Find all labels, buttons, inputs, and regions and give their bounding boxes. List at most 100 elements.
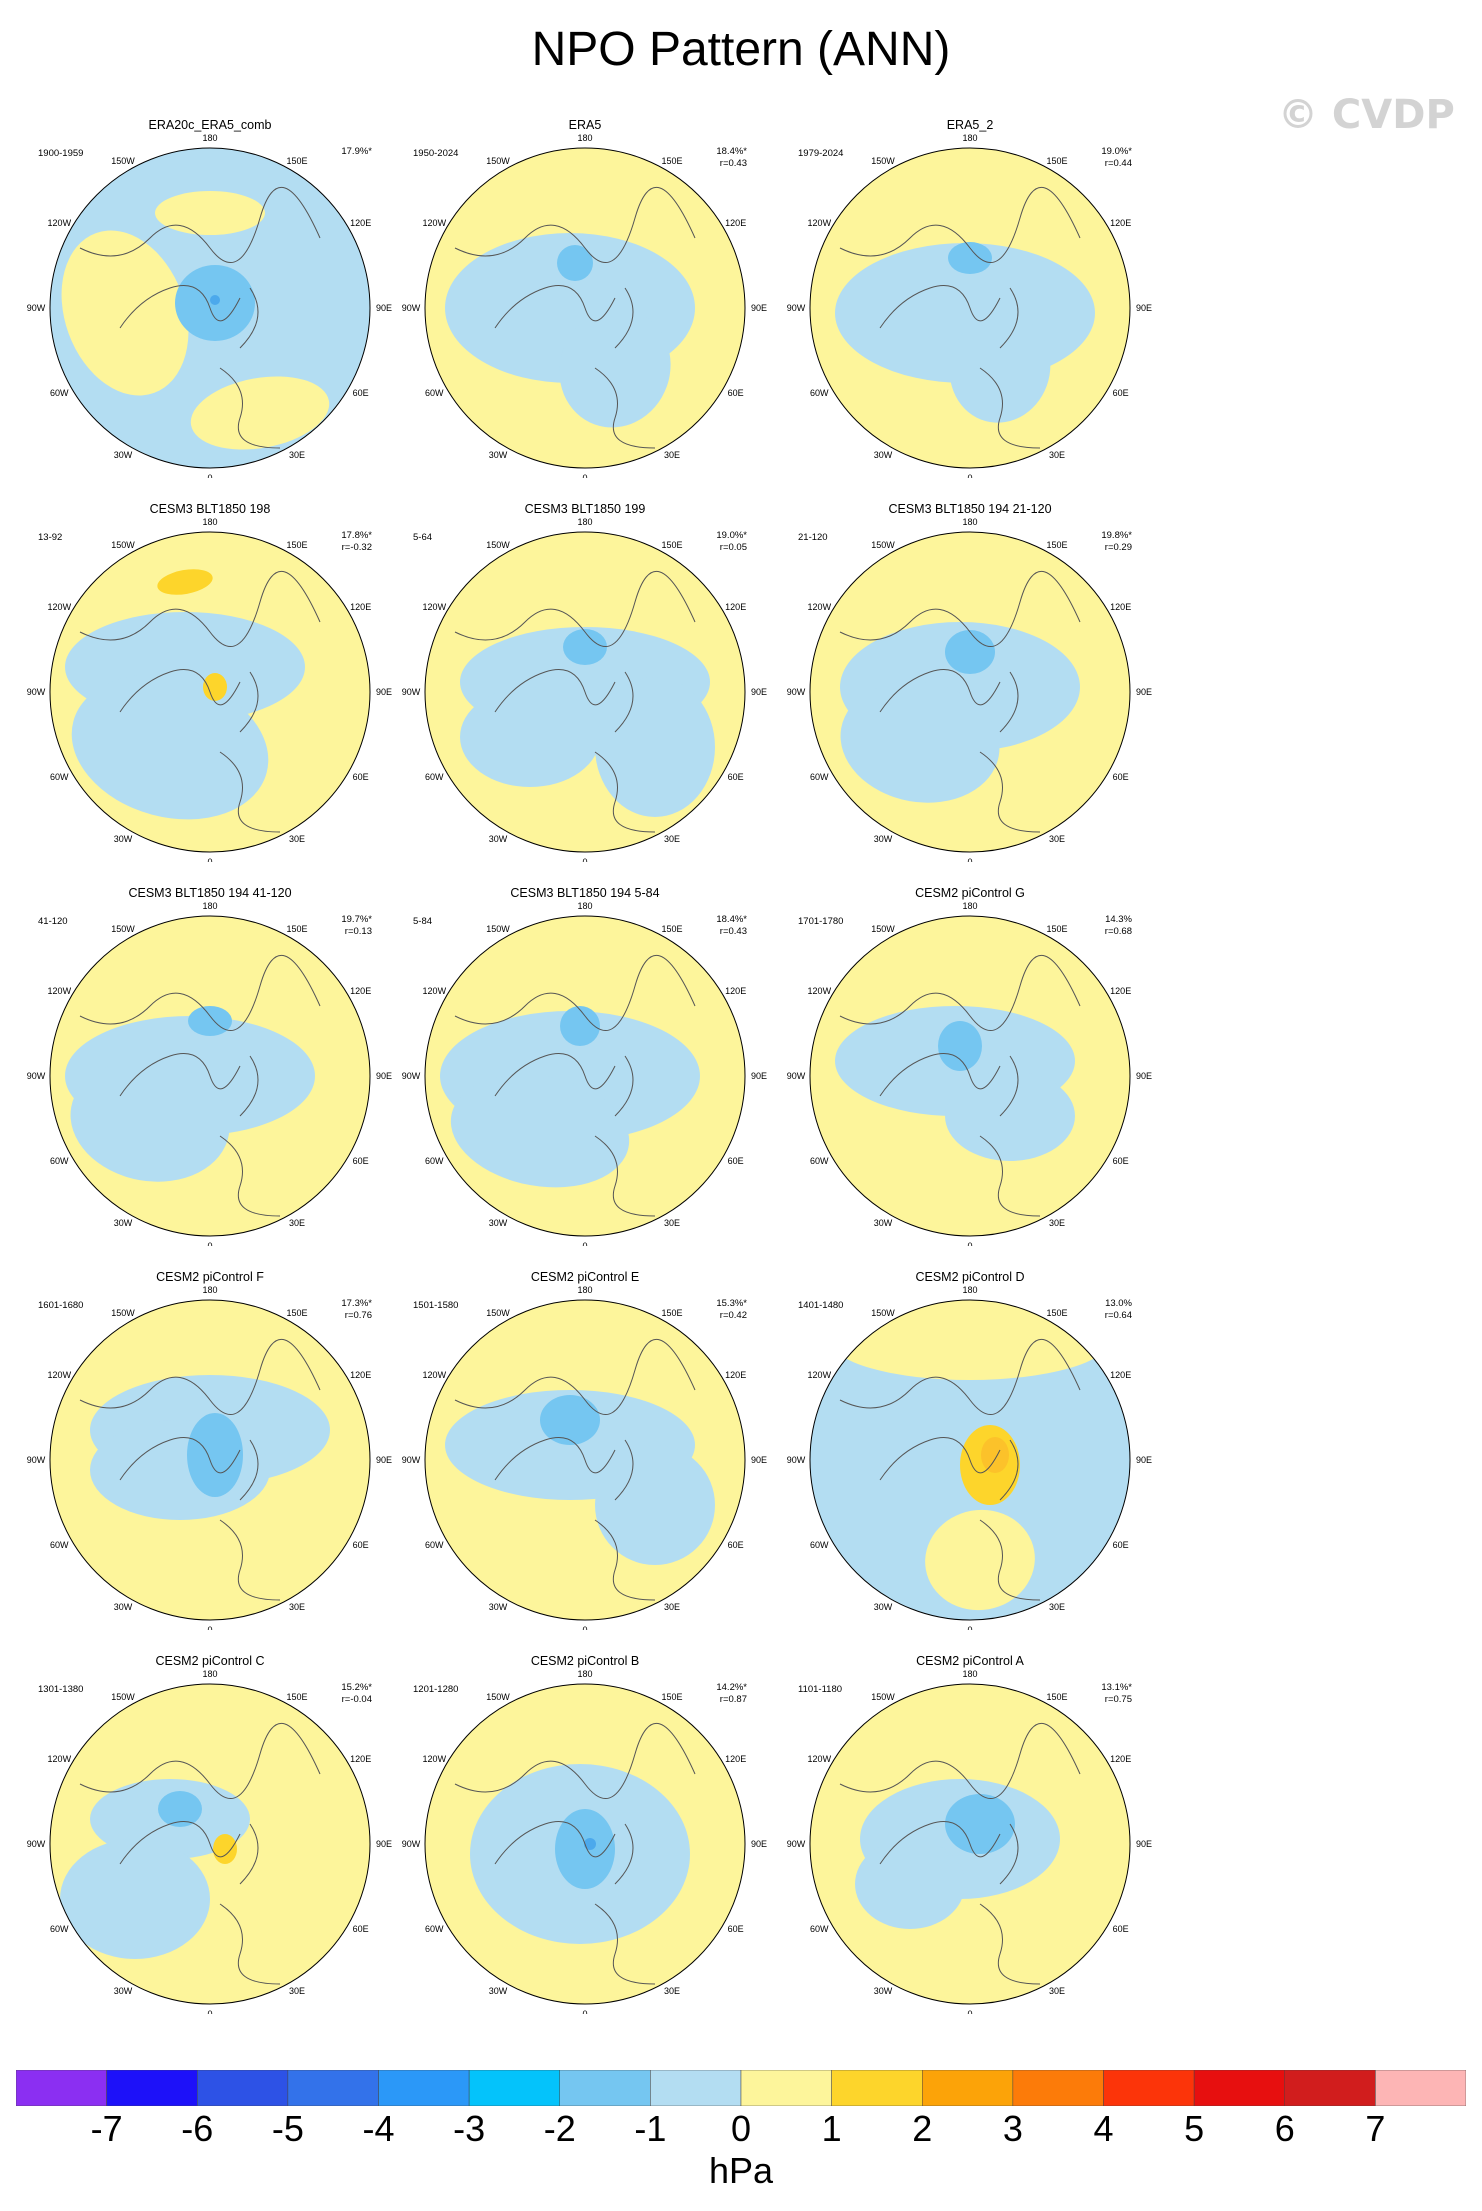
longitude-label: 0 (967, 857, 972, 862)
colorbar-units: hPa (0, 2150, 1482, 2192)
longitude-label: 150E (286, 1308, 307, 1318)
longitude-label: 150E (1046, 1692, 1067, 1702)
polar-map: 180150E120E90E60E30E030W60W90W120W150W (770, 502, 1170, 862)
longitude-label: 30E (289, 1986, 305, 1996)
longitude-label: 150E (661, 156, 682, 166)
longitude-label: 30W (489, 1986, 508, 1996)
longitude-label: 90E (1136, 1839, 1152, 1849)
longitude-label: 150E (286, 540, 307, 550)
longitude-label: 120E (725, 986, 746, 996)
longitude-label: 0 (582, 857, 587, 862)
colorbar-tick-label: -6 (157, 2108, 237, 2150)
polar-map: 180150E120E90E60E30E030W60W90W120W150W (770, 118, 1170, 478)
longitude-label: 30W (874, 450, 893, 460)
longitude-label: 30E (664, 1218, 680, 1228)
longitude-label: 120W (423, 1370, 447, 1380)
longitude-label: 150E (286, 1692, 307, 1702)
longitude-label: 150W (486, 924, 510, 934)
longitude-label: 90W (27, 1071, 46, 1081)
longitude-label: 120E (350, 986, 371, 996)
anomaly-contour (557, 245, 593, 281)
polar-map: 180150E120E90E60E30E030W60W90W120W150W (10, 118, 410, 478)
cvdp-watermark: © CVDP (1278, 92, 1455, 138)
longitude-label: 120E (1110, 986, 1131, 996)
longitude-label: 60W (810, 388, 829, 398)
polar-map: 180150E120E90E60E30E030W60W90W120W150W (10, 1270, 410, 1630)
longitude-label: 120W (48, 602, 72, 612)
longitude-label: 0 (582, 2009, 587, 2014)
polar-map: 180150E120E90E60E30E030W60W90W120W150W (770, 1270, 1170, 1630)
polar-map: 180150E120E90E60E30E030W60W90W120W150W (385, 1654, 785, 2014)
anomaly-contour (540, 1395, 600, 1445)
longitude-label: 90W (402, 1839, 421, 1849)
map-panel: CESM2 piControl G1701-178014.3%r=0.68180… (770, 886, 1170, 1246)
longitude-label: 150E (286, 156, 307, 166)
colorbar-tick-label: 7 (1335, 2108, 1415, 2150)
anomaly-contour (981, 1437, 1009, 1473)
longitude-label: 0 (582, 1625, 587, 1630)
longitude-label: 30W (114, 1602, 133, 1612)
longitude-label: 60W (425, 388, 444, 398)
colorbar-tick-label: 5 (1154, 2108, 1234, 2150)
longitude-label: 90E (1136, 1455, 1152, 1465)
map-panel: CESM3 BLT1850 19813-9217.8%*r=-0.3218015… (10, 502, 410, 862)
longitude-label: 30E (1049, 834, 1065, 844)
longitude-label: 60E (728, 1156, 744, 1166)
map-panel: CESM2 piControl B1201-128014.2%*r=0.8718… (385, 1654, 785, 2014)
map-panel: ERA5_21979-202419.0%*r=0.44180150E120E90… (770, 118, 1170, 478)
longitude-label: 60E (1113, 1156, 1129, 1166)
polar-map: 180150E120E90E60E30E030W60W90W120W150W (385, 886, 785, 1246)
colorbar-swatch (16, 2070, 107, 2106)
longitude-label: 150W (871, 1692, 895, 1702)
longitude-label: 90E (751, 1071, 767, 1081)
longitude-label: 120E (1110, 218, 1131, 228)
longitude-label: 180 (962, 901, 977, 911)
longitude-label: 180 (577, 517, 592, 527)
longitude-label: 120E (350, 218, 371, 228)
colorbar-swatch (832, 2070, 923, 2106)
longitude-label: 90E (751, 1455, 767, 1465)
longitude-label: 60W (425, 1924, 444, 1934)
longitude-label: 120E (350, 1754, 371, 1764)
colorbar-swatch (1013, 2070, 1104, 2106)
colorbar-tick-label: -1 (610, 2108, 690, 2150)
longitude-label: 150W (486, 156, 510, 166)
longitude-label: 90W (787, 687, 806, 697)
longitude-label: 60W (810, 1156, 829, 1166)
colorbar-tick-label: 3 (973, 2108, 1053, 2150)
longitude-label: 30E (1049, 1602, 1065, 1612)
longitude-label: 120W (48, 1370, 72, 1380)
longitude-label: 90W (402, 687, 421, 697)
longitude-label: 30W (489, 1602, 508, 1612)
longitude-label: 60W (50, 1924, 69, 1934)
longitude-label: 150W (871, 540, 895, 550)
map-panel: CESM3 BLT1850 194 5-845-8418.4%*r=0.4318… (385, 886, 785, 1246)
polar-map: 180150E120E90E60E30E030W60W90W120W150W (385, 118, 785, 478)
colorbar-tick-label: -2 (520, 2108, 600, 2150)
longitude-label: 90W (787, 303, 806, 313)
map-panel: CESM3 BLT1850 1995-6419.0%*r=0.05180150E… (385, 502, 785, 862)
colorbar-tick-label: -4 (339, 2108, 419, 2150)
anomaly-contour (938, 1021, 982, 1071)
longitude-label: 60E (1113, 772, 1129, 782)
anomaly-contour (187, 1413, 243, 1497)
anomaly-contour (563, 629, 607, 665)
colorbar-tick-label: -7 (67, 2108, 147, 2150)
longitude-label: 180 (577, 133, 592, 143)
anomaly-contour (203, 673, 227, 701)
colorbar-swatch (197, 2070, 288, 2106)
longitude-label: 120E (350, 1370, 371, 1380)
longitude-label: 150W (111, 156, 135, 166)
longitude-label: 0 (582, 1241, 587, 1246)
longitude-label: 30W (114, 450, 133, 460)
colorbar-swatch (1375, 2070, 1466, 2106)
longitude-label: 30W (114, 1986, 133, 1996)
longitude-label: 90E (751, 303, 767, 313)
longitude-label: 60E (728, 772, 744, 782)
longitude-label: 30W (114, 1218, 133, 1228)
longitude-label: 120W (48, 218, 72, 228)
longitude-label: 30E (289, 1602, 305, 1612)
longitude-label: 150W (871, 1308, 895, 1318)
colorbar-swatch (469, 2070, 560, 2106)
longitude-label: 150E (661, 1692, 682, 1702)
